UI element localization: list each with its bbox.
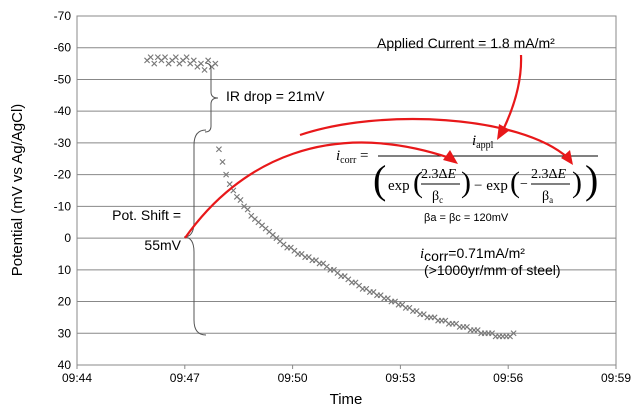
y-tick-label: 0	[64, 231, 71, 245]
annotation-group: Applied Current = 1.8 mA/m² IR drop = 21…	[112, 35, 598, 336]
x-tick-label: 09:50	[278, 371, 308, 385]
data-point-x-marker	[219, 158, 226, 165]
icorr-result-value: =0.71mA/m²	[448, 245, 525, 261]
y-tick-label: 40	[58, 358, 72, 372]
x-tick-labels: 09:44 09:47 09:50 09:53 09:56 09:59	[62, 365, 631, 385]
arrowhead-iappl	[497, 124, 510, 140]
applied-current-label: Applied Current = 1.8 mA/m²	[377, 35, 555, 51]
eq-paren2-right: )	[572, 166, 582, 199]
eq-neg-sign: −	[520, 177, 528, 192]
data-point-x-marker	[162, 54, 169, 61]
x-tick-label: 09:59	[601, 371, 631, 385]
eq-exp1: exp	[388, 178, 410, 194]
data-point-x-marker	[190, 57, 197, 64]
icorr-equation: icorr = iappl ( exp ( 2.3ΔE βc ) − exp (…	[336, 133, 598, 205]
pot-shift-label-line1: Pot. Shift =	[112, 207, 181, 223]
ir-drop-brace	[204, 62, 219, 133]
y-tick-label: -20	[54, 168, 72, 182]
x-tick-label: 09:53	[385, 371, 415, 385]
y-tick-label: 10	[58, 263, 72, 277]
eq-numerator: iappl	[472, 133, 494, 151]
arrowhead-num1	[443, 150, 458, 164]
red-arrows	[184, 54, 569, 239]
icorr-result-line2: (>1000yr/mm of steel)	[424, 262, 561, 278]
ir-drop-label: IR drop = 21mV	[226, 88, 325, 104]
arrow-shift-to-num2	[299, 117, 569, 159]
y-tick-label: -50	[54, 72, 72, 86]
beta-equation-label: βa = βc = 120mV	[424, 212, 509, 224]
data-point-x-marker	[223, 171, 230, 178]
x-tick-label: 09:44	[62, 371, 92, 385]
data-point-x-marker	[510, 330, 517, 337]
y-tick-label: -40	[54, 104, 72, 118]
plot-area-border	[76, 15, 617, 366]
data-point-x-marker	[183, 54, 190, 61]
pot-shift-label-line2: 55mV	[144, 237, 181, 253]
y-tick-label: -30	[54, 136, 72, 150]
x-tick-label: 09:56	[493, 371, 523, 385]
data-point-x-marker	[215, 146, 222, 153]
eq-minus: − exp	[474, 178, 508, 194]
y-tick-label: -60	[54, 41, 72, 55]
x-tick-label: 09:47	[170, 371, 200, 385]
data-point-x-marker	[201, 66, 208, 73]
data-point-x-marker	[226, 181, 233, 188]
pot-shift-brace	[183, 129, 207, 336]
eq-big-paren-right: )	[585, 157, 598, 202]
x-axis-label: Time	[330, 391, 363, 408]
icorr-result-line1: icorr=0.71mA/m²	[420, 245, 525, 264]
y-tick-labels: -70 -60 -50 -40 -30 -20 -10 0 10 20 30 40	[54, 9, 72, 372]
eq-num1: 2.3ΔE	[421, 167, 457, 182]
data-point-x-marker	[237, 197, 244, 204]
y-axis-label: Potential (mV vs Ag/AgCl)	[9, 104, 26, 277]
data-points	[144, 54, 517, 340]
eq-paren2-left: (	[510, 166, 520, 199]
y-tick-label: 20	[58, 295, 72, 309]
data-point-x-marker	[151, 60, 158, 67]
data-point-x-marker	[172, 54, 179, 61]
arrow-shift-to-num1	[184, 141, 451, 239]
arrow-applied-to-iappl	[502, 54, 523, 131]
eq-icorr-lhs: icorr =	[336, 148, 369, 166]
eq-den1: βc	[432, 189, 443, 205]
data-point-x-marker	[197, 60, 204, 67]
y-tick-label: 30	[58, 326, 72, 340]
y-tick-label: -10	[54, 199, 72, 213]
eq-num2: 2.3ΔE	[531, 167, 567, 182]
eq-den2: βa	[542, 189, 553, 205]
eq-paren1-right: )	[461, 166, 471, 199]
eq-big-paren-left: (	[373, 157, 386, 202]
arrowhead-num2	[561, 150, 573, 165]
red-arrowheads	[443, 124, 573, 165]
eq-paren1-left: (	[413, 166, 423, 199]
data-point-x-marker	[212, 60, 219, 67]
grid-lines	[77, 15, 616, 366]
data-point-x-marker	[205, 57, 212, 64]
data-point-x-marker	[147, 54, 154, 61]
y-tick-label: -70	[54, 9, 72, 23]
data-point-x-marker	[244, 206, 251, 213]
